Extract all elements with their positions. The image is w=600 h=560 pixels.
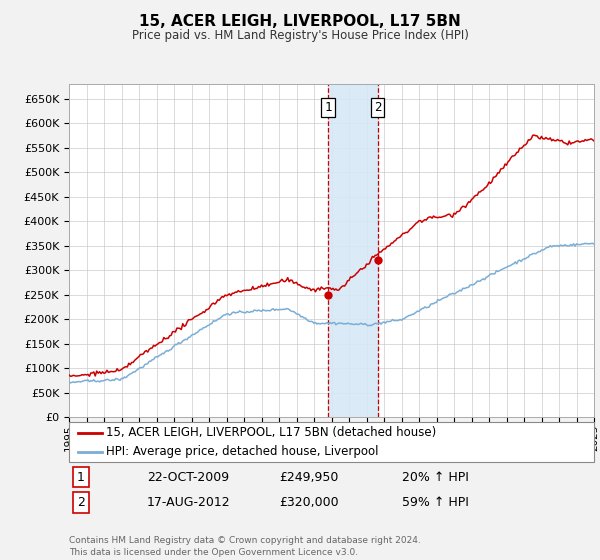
Bar — [328, 84, 377, 417]
Text: £320,000: £320,000 — [279, 496, 338, 509]
Text: 2: 2 — [374, 101, 381, 114]
Text: 2: 2 — [77, 496, 85, 509]
Text: Price paid vs. HM Land Registry's House Price Index (HPI): Price paid vs. HM Land Registry's House … — [131, 29, 469, 42]
Text: 1: 1 — [325, 101, 332, 114]
Text: 17-AUG-2012: 17-AUG-2012 — [147, 496, 230, 509]
Text: Contains HM Land Registry data © Crown copyright and database right 2024.
This d: Contains HM Land Registry data © Crown c… — [69, 536, 421, 557]
Text: HPI: Average price, detached house, Liverpool: HPI: Average price, detached house, Live… — [106, 445, 379, 459]
Text: 15, ACER LEIGH, LIVERPOOL, L17 5BN (detached house): 15, ACER LEIGH, LIVERPOOL, L17 5BN (deta… — [106, 427, 436, 440]
Text: 1: 1 — [77, 470, 85, 484]
Text: 22-OCT-2009: 22-OCT-2009 — [147, 470, 229, 484]
Text: 59% ↑ HPI: 59% ↑ HPI — [402, 496, 469, 509]
Text: 20% ↑ HPI: 20% ↑ HPI — [402, 470, 469, 484]
Text: 15, ACER LEIGH, LIVERPOOL, L17 5BN: 15, ACER LEIGH, LIVERPOOL, L17 5BN — [139, 14, 461, 29]
Text: £249,950: £249,950 — [279, 470, 338, 484]
